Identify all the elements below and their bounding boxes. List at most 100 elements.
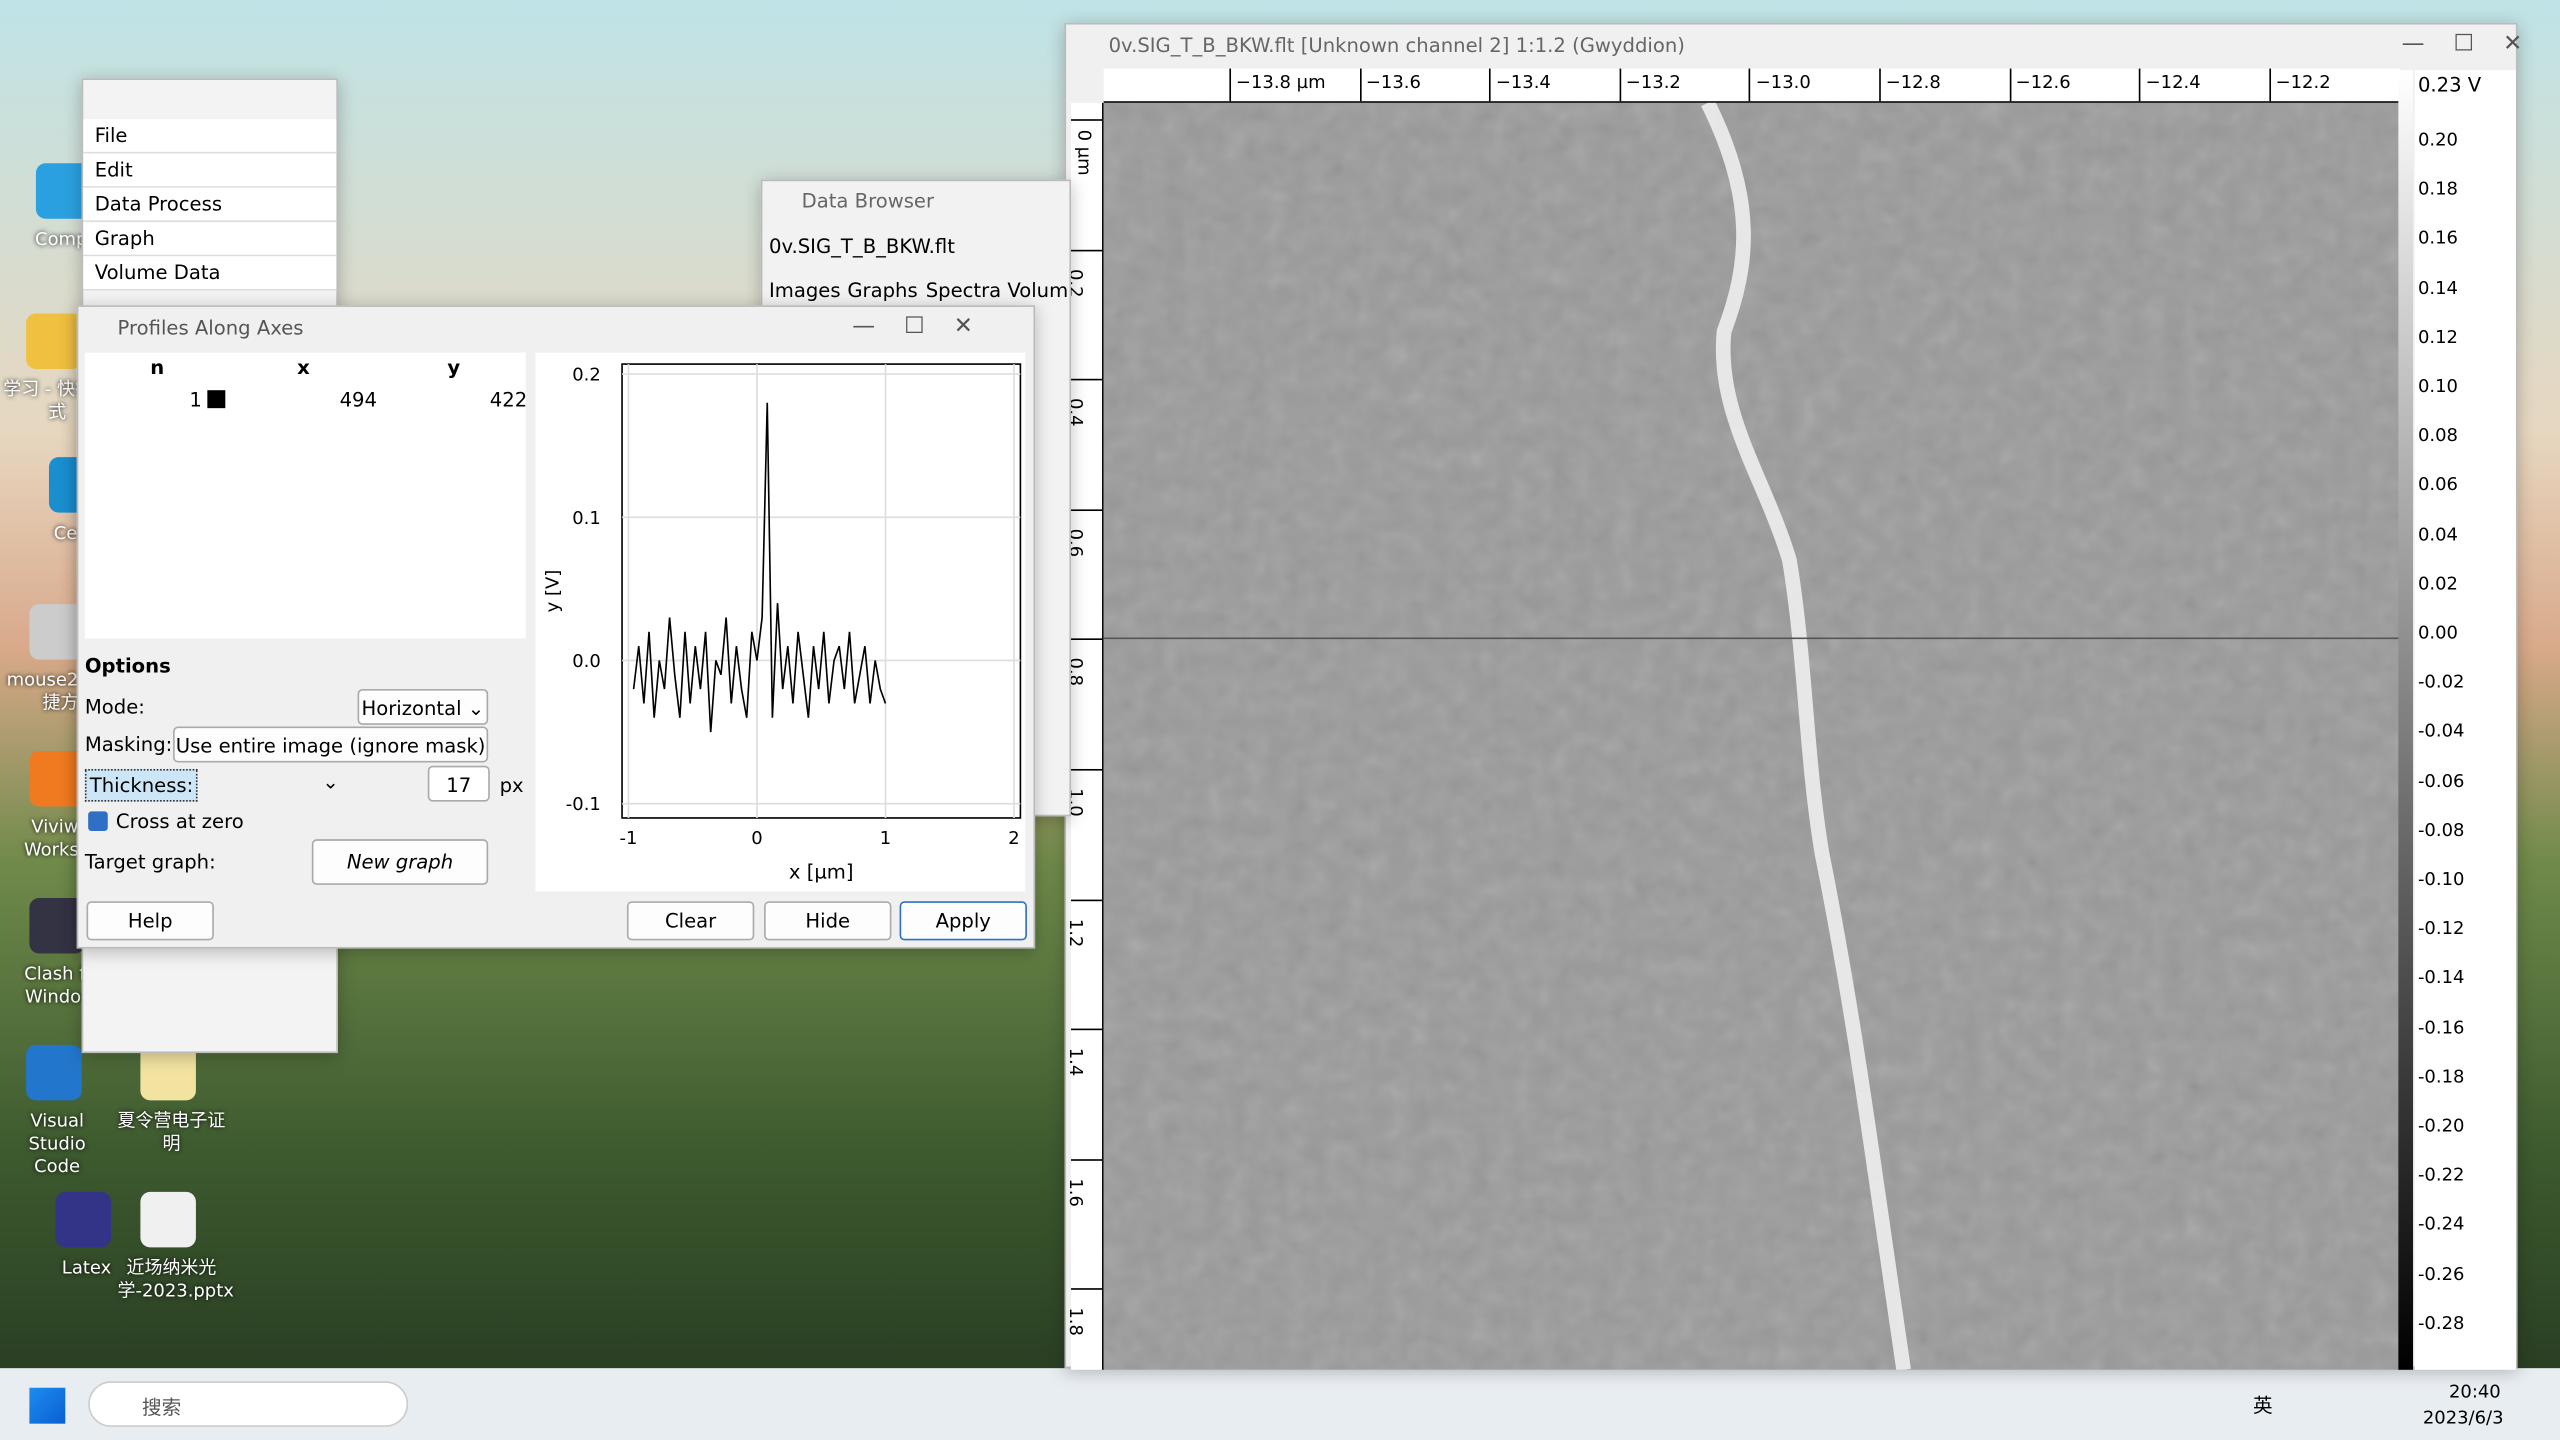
menu-item[interactable]: Volume Data — [83, 256, 337, 291]
ruler-label: 1.2 — [1064, 918, 1087, 947]
window-controls[interactable]: — ☐ ✕ — [852, 313, 973, 340]
x-axis-label: x [µm] — [789, 860, 854, 883]
colorbar-label: -0.14 — [2417, 967, 2465, 989]
colorbar-label: -0.22 — [2417, 1164, 2465, 1186]
icon-image[interactable] — [26, 1044, 82, 1101]
x-tick-label: 1 — [880, 828, 891, 849]
x-tick-label: 0 — [751, 828, 762, 849]
ruler-tick — [1071, 249, 1103, 251]
ruler-tick — [1071, 1028, 1103, 1031]
button[interactable]: Hide — [764, 901, 892, 941]
point-color — [207, 390, 226, 409]
ruler-tick — [1071, 1158, 1103, 1161]
button[interactable]: Clear — [626, 901, 755, 941]
ruler-label: −13.8 µm — [1235, 71, 1326, 94]
tab[interactable]: Volum — [1007, 279, 1069, 303]
menu-item[interactable]: Edit — [83, 153, 337, 188]
menu-item[interactable]: Data Process — [83, 187, 337, 223]
ruler-label: −12.4 — [2145, 71, 2201, 94]
y-axis-label: y [V] — [542, 570, 563, 613]
icon-image[interactable] — [26, 313, 82, 369]
ruler-tick — [2269, 68, 2271, 102]
x-tick-label: -1 — [620, 828, 638, 849]
colorbar-label: -0.06 — [2417, 769, 2465, 792]
icon-image[interactable] — [29, 751, 85, 807]
colorbar-label: -0.08 — [2417, 819, 2465, 841]
colorbar-label: -0.16 — [2417, 1016, 2465, 1038]
label: Target graph: — [84, 850, 216, 874]
mode-select[interactable]: Horizontal ⌄ — [357, 688, 489, 725]
icon-label: Clash fo Window — [24, 963, 97, 1008]
ruler-tick — [1749, 68, 1751, 102]
ruler-tick — [1071, 639, 1103, 641]
column-header[interactable]: x — [297, 355, 310, 379]
tab[interactable]: Graphs — [847, 279, 918, 303]
icon-label: Latex — [61, 1257, 112, 1279]
colorbar-label: -0.24 — [2417, 1213, 2465, 1235]
label: Masking: — [84, 733, 173, 756]
image-view — [1103, 102, 2400, 1370]
image-window: 0v.SIG_T_B_BKW.flt [Unknown channel 2] 1… — [1064, 22, 2522, 1370]
colorbar-label: 0.20 — [2417, 128, 2458, 151]
button[interactable]: Apply — [899, 901, 1027, 941]
ruler-label: −12.6 — [2015, 71, 2071, 94]
ruler-label: −13.4 — [1495, 71, 1551, 94]
icon-label: Visual Studio Code — [28, 1110, 86, 1178]
icon-image[interactable] — [55, 1191, 112, 1248]
icon-image[interactable] — [140, 1044, 196, 1101]
column-header[interactable]: y — [447, 355, 461, 379]
ruler-label: 1.6 — [1064, 1178, 1087, 1207]
options-header[interactable]: Options — [84, 654, 171, 678]
ruler-tick — [1229, 68, 1232, 102]
button[interactable]: Help — [86, 901, 214, 941]
y-tick-label: 0.0 — [572, 651, 601, 672]
plot-frame — [621, 363, 1022, 819]
colorbar-label: 0.06 — [2417, 474, 2458, 496]
search-box[interactable]: 搜索 — [88, 1381, 409, 1427]
icon-image[interactable] — [29, 604, 85, 660]
icon-image[interactable] — [29, 897, 85, 954]
ruler-label: 1.8 — [1064, 1307, 1087, 1337]
masking-select[interactable]: Use entire image (ignore mask) ⌄ — [173, 726, 489, 793]
colorbar-label: 0.14 — [2417, 276, 2458, 299]
column-header[interactable]: n — [150, 355, 165, 379]
menu-item[interactable]: Graph — [83, 222, 337, 257]
thickness-input[interactable]: 17 — [427, 765, 490, 802]
colorbar-label: 0.12 — [2417, 326, 2458, 348]
colorbar-label: 0.04 — [2417, 523, 2458, 545]
icon-image[interactable] — [140, 1191, 196, 1248]
checkbox[interactable] — [88, 811, 108, 832]
start-button[interactable] — [29, 1387, 66, 1424]
ruler-label: 1.4 — [1064, 1048, 1087, 1077]
tab[interactable]: Images — [768, 279, 841, 303]
ruler-tick — [1071, 509, 1103, 511]
window-title: 0v.SIG_T_B_BKW.flt [Unknown channel 2] 1… — [1108, 34, 1685, 58]
search-text: 搜索 — [142, 1395, 182, 1419]
image-texture — [1103, 102, 2400, 1370]
date[interactable]: 2023/6/3 — [2422, 1407, 2504, 1429]
file-name: 0v.SIG_T_B_BKW.flt — [768, 235, 955, 258]
ime[interactable]: 英 — [2253, 1394, 2273, 1418]
ruler-label: −12.8 — [1885, 71, 1941, 94]
y-ruler: 0 µm 0.2 0.4 0.6 0.8 1.0 1.2 1.4 1.6 1.8 — [1065, 102, 1104, 1370]
ruler-label: −13.0 — [1755, 71, 1811, 94]
menu-item[interactable]: File — [83, 119, 337, 154]
colorbar-label: -0.04 — [2417, 720, 2465, 742]
cell: 422 — [489, 388, 528, 412]
colorbar-label: 0.08 — [2417, 424, 2458, 447]
ruler-tick — [1071, 379, 1103, 381]
cell: 1 — [189, 388, 202, 412]
ruler-tick — [1619, 68, 1621, 102]
window-controls[interactable]: — ☐ ✕ — [2401, 31, 2523, 58]
x-tick-label: 2 — [1008, 828, 1019, 849]
ruler-tick — [2139, 68, 2141, 102]
x-ruler: −13.8 µm −13.6 −13.4 −13.2 −13.0 −12.8 −12.6 −1… — [1103, 68, 2400, 103]
profile-line — [632, 402, 887, 733]
tab[interactable]: Spectra — [925, 279, 1002, 303]
colorbar-label: 0.18 — [2417, 178, 2458, 200]
menu: File Edit Data Process Graph Volume Data — [83, 119, 337, 291]
clock[interactable]: 20:40 — [2448, 1381, 2501, 1403]
target-graph-button[interactable]: New graph — [311, 839, 489, 885]
cell: 494 — [339, 388, 377, 412]
